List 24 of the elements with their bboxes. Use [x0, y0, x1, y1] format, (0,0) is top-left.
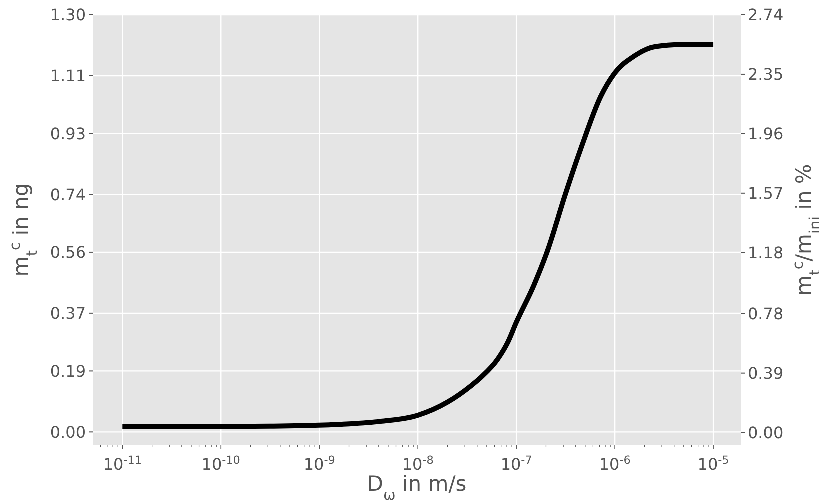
y-tick-label: 0.37: [50, 304, 86, 324]
y2-tick-label: 2.74: [748, 6, 784, 25]
x-axis-title: D$_{ω}$ in m/s: [367, 472, 467, 504]
x-tick-label: 10$^{-10}$: [202, 454, 240, 474]
y2-tick-label: 1.57: [748, 184, 784, 204]
y-tick-label: 1.30: [50, 6, 86, 25]
y-tick-label: 0.93: [50, 124, 86, 144]
x-tick-label: 10$^{-9}$: [304, 454, 336, 474]
x-tick-label: 10$^{-8}$: [402, 454, 434, 474]
y-tick-label: 0.56: [50, 243, 86, 262]
x-tick-label: 10$^{-6}$: [599, 454, 631, 474]
y-tick-label: 0.00: [50, 422, 86, 442]
x-tick-label: 10$^{-5}$: [698, 454, 730, 474]
y-tick-label: 1.11: [50, 66, 86, 86]
y-tick-label: 0.19: [50, 362, 86, 381]
x-tick-label: 10$^{-11}$: [103, 454, 142, 474]
y2-tick-label: 1.96: [748, 124, 784, 144]
x-tick-label: 10$^{-7}$: [500, 454, 532, 474]
y2-tick-label: 0.00: [748, 423, 784, 442]
y2-tick-label: 2.35: [748, 65, 784, 84]
y2-tick-label: 0.39: [748, 364, 784, 383]
y2-tick-label: 1.18: [748, 243, 784, 262]
y2-tick-label: 0.78: [748, 304, 784, 324]
y-tick-label: 0.74: [50, 185, 86, 204]
